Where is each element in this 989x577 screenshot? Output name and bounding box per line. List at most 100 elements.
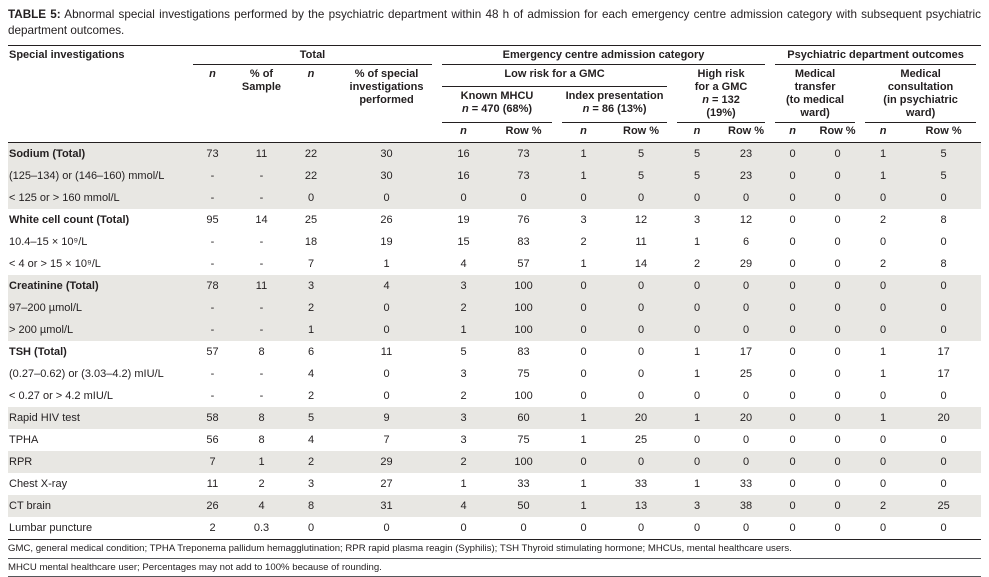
table-row: 10.4–15 × 10⁹/L - -18 19 15 83 2 11 1 6 0 0 0 0 [8, 231, 981, 253]
cell-abnormal-n: 22 [304, 170, 318, 183]
cell-index-presentation-n: 0 [557, 517, 611, 541]
cell-medical-consultation-n: 0 [860, 517, 907, 541]
cell-index-presentation-rowpct: 13 [634, 500, 648, 513]
cell-high-risk-n: 5 [693, 170, 701, 183]
cell-total-pct-sample: - [259, 302, 264, 315]
table-row: CT brain 26 4 8 31 4 50 1 13 3 38 0 0 2 25 [8, 495, 982, 518]
cell-known-mhcu-n: 5 [460, 346, 467, 359]
cell-medical-transfer-n: 0 [789, 280, 796, 293]
cell-high-risk-n: 0 [672, 517, 723, 541]
cell-medical-consultation-n: 0 [880, 434, 887, 447]
cell-medical-consultation-rowpct: 8 [940, 214, 947, 227]
row-label: > 200 µmol/L [9, 324, 74, 337]
cell-index-presentation-rowpct: 20 [634, 412, 648, 425]
table-row: Creatinine (Total) 78 11 3 4 3 100 0 0 0 0 0 0 0 0 [8, 275, 982, 298]
cell-high-risk-n: 0 [693, 456, 701, 469]
cell-abnormal-n: 6 [307, 346, 315, 359]
cell-medical-transfer-n: 0 [789, 390, 796, 403]
cell-high-risk-n: 2 [693, 258, 701, 271]
cell-total-n: 78 [206, 280, 219, 293]
cell-medical-transfer-n: 0 [789, 302, 796, 315]
cell-pct-investigations-performed: 0 [383, 390, 390, 403]
cell-known-mhcu-n: 0 [437, 517, 491, 541]
cell-medical-transfer-n: 0 [789, 478, 796, 491]
cell-medical-consultation-rowpct: 0 [940, 434, 947, 447]
header-row-n-rowpct: n Row % n Row % n Row % n Row % n Row % [8, 123, 982, 144]
table-caption: TABLE 5: Abnormal special investigations… [8, 7, 981, 38]
row-label: TPHA [9, 434, 39, 447]
col-group-total: Total [188, 46, 437, 66]
cell-medical-consultation-n: 0 [880, 280, 887, 293]
table-row: TSH (Total) 57 8 6 11 5 83 0 0 1 17 0 0 1 17 [8, 341, 981, 363]
cell-medical-consultation-n: 1 [880, 412, 887, 425]
cell-medical-transfer-rowpct: 0 [834, 258, 841, 271]
cell-pct-investigations-performed: 0 [336, 517, 438, 541]
col-group-index-presentation: Index presentation n = 86 (13%) [557, 87, 672, 124]
cell-total-pct-sample: - [259, 258, 264, 271]
cell-known-mhcu-n: 3 [460, 280, 467, 293]
cell-total-pct-sample: 8 [258, 412, 265, 425]
row-label: 97–200 µmol/L [9, 302, 82, 315]
cell-abnormal-n: 7 [307, 258, 315, 271]
cell-total-n: - [210, 324, 215, 337]
cell-high-risk-n: 1 [693, 236, 701, 249]
cell-medical-transfer-rowpct: 0 [834, 412, 841, 425]
cell-medical-consultation-n: 1 [880, 148, 887, 161]
cell-pct-investigations-performed: 29 [380, 456, 393, 469]
col-header-high-risk-n: n [672, 123, 723, 144]
cell-medical-transfer-rowpct: 0 [834, 478, 841, 491]
cell-total-n: - [210, 390, 215, 403]
cell-medical-consultation-n: 0 [880, 456, 887, 469]
cell-total-n: 57 [206, 346, 219, 359]
cell-known-mhcu-rowpct: 33 [517, 478, 530, 491]
cell-medical-consultation-rowpct: 0 [940, 478, 947, 491]
table-row: TPHA 56 8 4 7 3 75 1 25 0 0 0 0 0 0 [8, 429, 981, 451]
cell-pct-investigations-performed: 31 [380, 500, 393, 513]
cell-pct-investigations-performed: 0 [383, 324, 390, 337]
cell-index-presentation-n: 1 [580, 412, 587, 425]
cell-total-pct-sample: - [259, 390, 264, 403]
footnote-rounding: MHCU mental healthcare user; Percentages… [8, 559, 981, 577]
known-mhcu-n-value: = 470 (68%) [468, 102, 533, 115]
cell-high-risk-n: 5 [693, 148, 701, 161]
cell-high-risk-rowpct: 6 [742, 236, 750, 249]
table-row: Chest X-ray 11 2 3 27 1 33 1 33 1 33 0 0 0 0 [8, 473, 981, 495]
row-label: < 4 or > 15 × 10⁹/L [9, 258, 101, 271]
cell-medical-transfer-n: 0 [789, 214, 796, 227]
cell-medical-transfer-n: 0 [770, 517, 816, 541]
col-header-abnormal-n: n [286, 65, 336, 144]
cell-index-presentation-rowpct: 5 [637, 148, 645, 161]
table-row: < 0.27 or > 4.2 mIU/L - - 2 0 2 100 0 0 0 0 0 0 0 0 [8, 385, 981, 407]
cell-high-risk-rowpct: 12 [739, 214, 753, 227]
cell-index-presentation-rowpct: 5 [637, 170, 645, 183]
col-group-emergency-centre: Emergency centre admission category [437, 46, 770, 66]
cell-total-n: - [210, 302, 215, 315]
cell-index-presentation-rowpct: 0 [610, 517, 673, 541]
cell-medical-transfer-rowpct: 0 [834, 368, 841, 381]
row-label: Lumbar puncture [8, 517, 188, 541]
table-footnotes: GMC, general medical condition; TPHA Tre… [8, 540, 981, 577]
table-row: (0.27–0.62) or (3.03–4.2) mIU/L - - 4 0 3 75 0 0… [8, 363, 981, 385]
cell-total-pct-sample: 4 [258, 500, 265, 513]
table-row: < 125 or > 160 mmol/L - - 0 0 0 0 0 0 0 0 0 0 0 0 [8, 187, 982, 210]
cell-high-risk-rowpct: 20 [739, 412, 753, 425]
table-row: White cell count (Total) 95 14 25 26 19 76 3 12 3… [8, 209, 981, 231]
cell-medical-transfer-n: 0 [789, 412, 796, 425]
cell-known-mhcu-rowpct: 75 [517, 368, 530, 381]
table-row: Sodium (Total) 73 11 22 30 16 73 1 5 5 23 0 0 1 5 [8, 142, 982, 166]
cell-medical-consultation-rowpct: 20 [937, 412, 950, 425]
cell-pct-investigations-performed: 0 [383, 302, 390, 315]
cell-known-mhcu-n: 3 [460, 434, 467, 447]
cell-known-mhcu-rowpct: 83 [517, 346, 530, 359]
cell-pct-investigations-performed: 27 [380, 478, 393, 491]
col-group-medical-consultation: Medical consultation (in psychiatric war… [860, 65, 981, 124]
cell-medical-consultation-rowpct: 5 [940, 148, 947, 161]
cell-known-mhcu-n: 1 [460, 478, 467, 491]
cell-known-mhcu-rowpct: 100 [514, 456, 533, 469]
cell-medical-consultation-rowpct: 0 [940, 456, 947, 469]
cell-total-pct-sample: 1 [258, 456, 265, 469]
cell-total-n: - [210, 368, 215, 381]
cell-medical-consultation-rowpct: 0 [940, 390, 947, 403]
cell-total-n: 11 [206, 478, 219, 491]
cell-medical-consultation-rowpct: 17 [937, 368, 950, 381]
